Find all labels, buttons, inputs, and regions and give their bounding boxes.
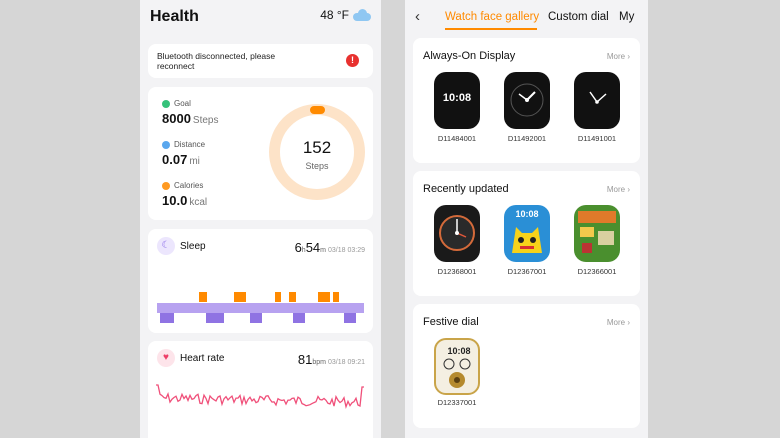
section-title: Always-On Display <box>423 50 516 62</box>
activity-card[interactable]: Goal 8000 Steps Distance 0.07 mi Calories … <box>148 87 373 220</box>
steps-unit: Steps <box>305 161 329 171</box>
watch-face-thumbnail[interactable]: 10:08 <box>434 338 480 395</box>
watch-face-thumbnail[interactable] <box>434 205 480 262</box>
sleep-duration: 6h54m 03/18 03:29 <box>295 240 365 255</box>
heart-rate-chart <box>156 384 364 409</box>
steps-progress-indicator <box>310 106 325 114</box>
alert-icon: ! <box>346 54 359 67</box>
active-tab-indicator <box>445 28 537 30</box>
more-label: More <box>606 318 626 327</box>
cartoon-cat-graphic <box>512 227 542 253</box>
sleep-hours: 6 <box>294 240 302 255</box>
tab-my[interactable]: My <box>619 11 635 23</box>
weather-temperature: 48 °F <box>320 8 349 22</box>
watch-face-thumbnail[interactable]: 10:08 <box>434 72 480 129</box>
distance-metric: Distance 0.07 mi <box>162 140 205 167</box>
goal-value: 8000 <box>162 111 191 126</box>
section-title: Recently updated <box>423 183 509 195</box>
face-id-label: D11492001 <box>507 134 547 143</box>
sleep-timestamp: 03/18 03:29 <box>328 247 365 254</box>
face-id-label: D11491001 <box>577 134 617 143</box>
moon-icon: ☾ <box>157 237 175 255</box>
watch-face-screen: ‹ Watch face gallery Custom dial My Alwa… <box>405 0 648 438</box>
face-id-label: D12368001 <box>437 267 477 276</box>
section-festive-dial: Festive dial More › 10:08 D12337001 <box>413 304 640 428</box>
cloud-icon <box>353 9 371 21</box>
mechanical-dial-graphic <box>443 358 471 388</box>
more-label: More <box>606 52 626 61</box>
calories-label: Calories <box>174 181 204 190</box>
face-time: 10:08 <box>447 346 471 356</box>
health-screen: Health 48 °F Bluetooth disconnected, ple… <box>140 0 381 438</box>
calories-metric: Calories 10.0 kcal <box>162 181 207 208</box>
analog-dial <box>439 215 475 251</box>
face-id-label: D12337001 <box>437 398 477 407</box>
flame-icon <box>162 181 170 190</box>
section-always-on-display: Always-On Display More › 10:08 D11484001… <box>413 38 640 163</box>
garden-scene-graphic <box>578 211 616 253</box>
section-title: Festive dial <box>423 316 479 328</box>
analog-dial <box>510 83 544 117</box>
sleep-stages-chart <box>157 292 364 323</box>
heart-icon: ♥ <box>157 349 175 367</box>
goal-icon <box>162 99 170 108</box>
heart-rate-timestamp: 03/18 09:21 <box>328 359 365 366</box>
heart-rate-label: Heart rate <box>180 353 225 364</box>
face-time: 10:08 <box>442 92 472 104</box>
weather-widget[interactable]: 48 °F <box>320 8 371 22</box>
sleep-hours-unit: h <box>301 247 306 254</box>
page-title: Health <box>150 8 199 25</box>
analog-dial <box>589 91 607 104</box>
face-time: 10:08 <box>515 209 539 219</box>
bluetooth-message: Bluetooth disconnected, please reconnect <box>157 51 276 71</box>
distance-value: 0.07 <box>162 152 188 167</box>
face-id-label: D11484001 <box>437 134 477 143</box>
face-id-label: D12366001 <box>577 267 617 276</box>
watch-face-thumbnail[interactable] <box>504 72 550 129</box>
more-link[interactable]: More › <box>606 318 630 327</box>
more-label: More <box>606 185 626 194</box>
watch-face-thumbnail[interactable] <box>574 205 620 262</box>
bluetooth-status-card[interactable]: Bluetooth disconnected, please reconnect… <box>148 44 373 78</box>
steps-count: 152 <box>302 138 332 157</box>
tab-watch-face-gallery[interactable]: Watch face gallery <box>445 11 540 23</box>
section-recently-updated: Recently updated More › D12368001 10:08 … <box>413 171 640 296</box>
heart-rate-unit: bpm <box>312 359 327 366</box>
sleep-minutes-unit: m <box>320 247 327 254</box>
location-pin-icon <box>162 140 170 149</box>
calories-value: 10.0 <box>162 193 188 208</box>
distance-unit: mi <box>189 156 200 167</box>
calories-unit: kcal <box>189 197 208 208</box>
heart-rate-card[interactable]: ♥ Heart rate 81bpm 03/18 09:21 <box>148 341 373 438</box>
heart-rate-number: 81 <box>297 352 313 367</box>
goal-metric: Goal 8000 Steps <box>162 99 219 126</box>
tab-custom-dial[interactable]: Custom dial <box>548 11 609 23</box>
distance-label: Distance <box>174 140 206 149</box>
goal-label: Goal <box>174 99 191 108</box>
watch-face-thumbnail[interactable] <box>574 72 620 129</box>
sleep-label: Sleep <box>180 241 206 252</box>
heart-rate-value: 81bpm 03/18 09:21 <box>298 352 365 367</box>
sleep-card[interactable]: ☾ Sleep 6h54m 03/18 03:29 <box>148 229 373 333</box>
goal-unit: Steps <box>192 115 219 126</box>
watch-face-thumbnail[interactable]: 10:08 <box>504 205 550 262</box>
sleep-minutes: 54 <box>305 240 321 255</box>
back-chevron-icon[interactable]: ‹ <box>415 8 420 25</box>
more-link[interactable]: More › <box>606 185 630 194</box>
face-id-label: D12367001 <box>507 267 547 276</box>
more-link[interactable]: More › <box>606 52 630 61</box>
